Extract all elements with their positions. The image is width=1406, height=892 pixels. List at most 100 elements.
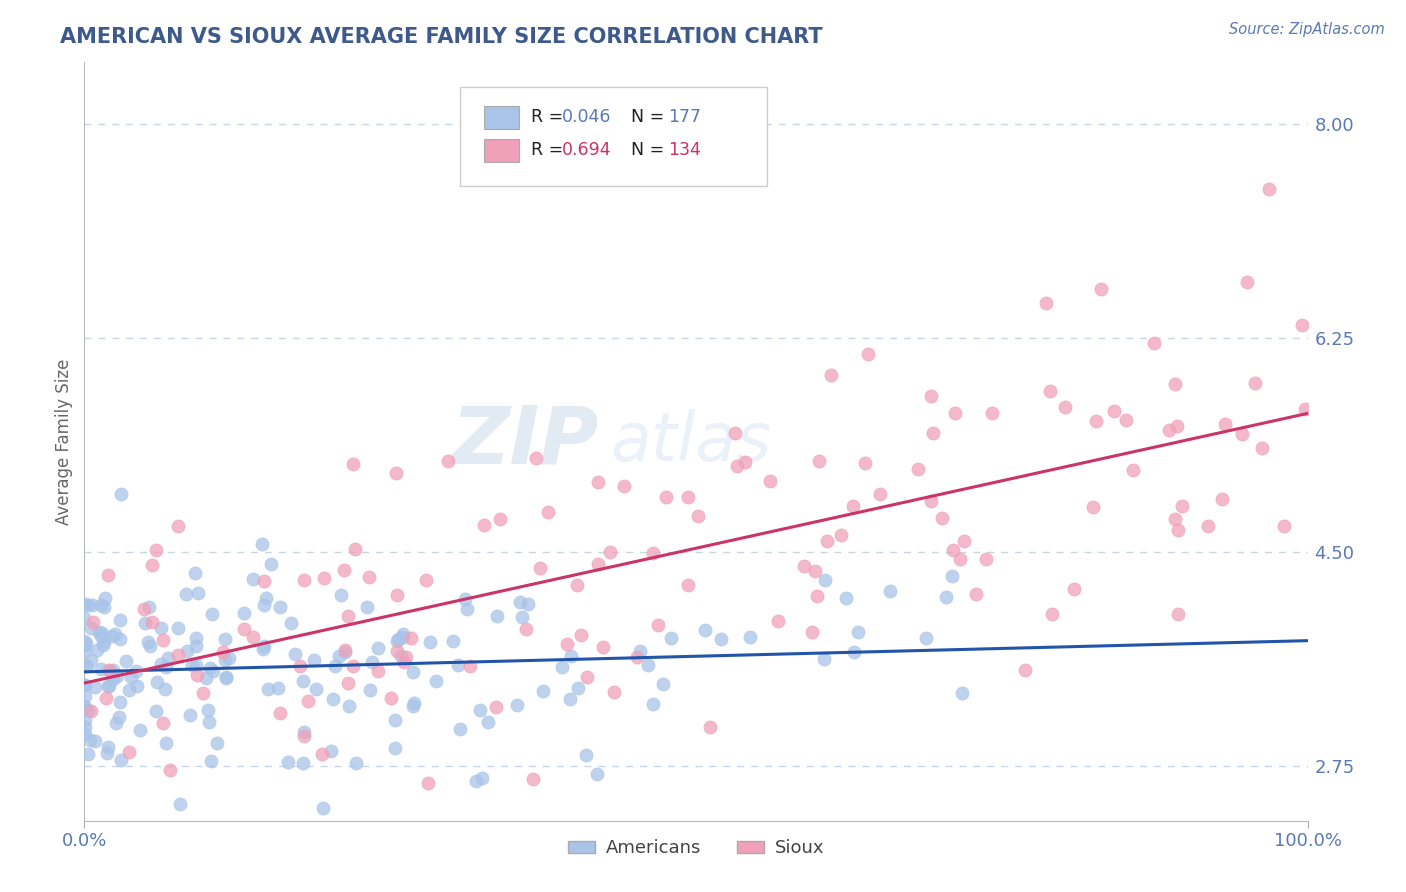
Point [335,645,357,659]
Point [915,632,938,646]
Point [1257,182,1279,196]
Point [367,640,389,655]
Point [1274,519,1296,533]
Point [853,456,876,470]
Point [198,661,221,675]
Point [97,739,120,754]
Point [686,508,709,523]
Point [472,518,495,533]
Text: ZIP: ZIP [451,402,598,481]
Point [280,615,302,630]
Point [73,727,96,741]
Point [156,650,179,665]
Point [337,675,360,690]
Point [120,670,142,684]
Point [1063,582,1085,596]
Point [402,699,425,714]
Point [93,600,115,615]
Point [152,632,174,647]
Point [950,686,973,700]
Point [879,584,901,599]
Point [97,679,120,693]
Point [678,577,700,591]
Point [179,708,201,723]
Point [389,648,412,663]
Point [314,570,336,584]
Point [305,681,328,696]
Point [292,725,315,739]
Point [80,704,103,718]
Point [807,454,830,468]
Point [212,644,235,658]
Point [981,406,1004,420]
Point [312,801,335,815]
Point [342,658,364,673]
Point [187,586,209,600]
Point [166,519,188,533]
Text: AMERICAN VS SIOUX AVERAGE FAMILY SIZE CORRELATION CHART: AMERICAN VS SIOUX AVERAGE FAMILY SIZE CO… [60,27,823,47]
Point [83,734,105,748]
Point [1054,400,1077,414]
Point [567,681,589,695]
Point [80,599,103,613]
Point [136,634,159,648]
Point [91,625,114,640]
Point [437,454,460,468]
Point [337,609,360,624]
Point [626,650,648,665]
Point [79,621,101,635]
Point [253,574,276,588]
Point [800,625,823,640]
Point [392,656,415,670]
Text: N =: N = [620,141,669,159]
Point [1122,463,1144,477]
Point [740,630,762,644]
Point [425,673,447,688]
Point [260,557,283,571]
Point [1215,417,1237,431]
Point [592,640,614,654]
Point [443,634,465,648]
Point [449,722,471,736]
Point [329,588,352,602]
Point [198,714,221,729]
Point [184,566,207,580]
Point [202,665,225,679]
Point [139,640,162,654]
Point [517,597,540,611]
Point [138,600,160,615]
Point [576,670,599,684]
Point [529,561,551,575]
Point [181,657,204,672]
Point [1244,376,1267,390]
Point [724,425,747,440]
Point [560,692,582,706]
Point [856,347,879,361]
Point [367,665,389,679]
Text: 0.694: 0.694 [561,141,612,159]
Point [96,746,118,760]
Point [186,639,208,653]
Point [1164,512,1187,526]
Text: R =: R = [531,108,568,126]
Point [710,632,733,646]
Point [101,629,124,643]
Point [103,627,125,641]
Point [343,541,366,556]
Point [842,499,865,513]
Point [458,659,481,673]
Point [387,632,409,646]
Point [1294,401,1316,416]
Point [1157,423,1180,437]
Point [360,656,382,670]
Point [974,552,997,566]
Point [515,623,537,637]
Point [806,589,828,603]
Point [311,747,333,761]
Point [844,645,866,659]
Point [1167,523,1189,537]
Point [134,602,156,616]
Point [359,683,381,698]
Point [110,486,132,500]
Point [488,512,510,526]
